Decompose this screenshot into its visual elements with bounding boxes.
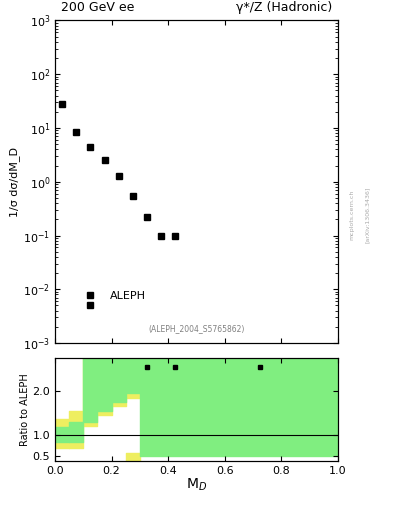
Legend: ALEPH: ALEPH: [75, 286, 151, 305]
Y-axis label: Ratio to ALEPH: Ratio to ALEPH: [20, 373, 29, 446]
Text: (ALEPH_2004_S5765862): (ALEPH_2004_S5765862): [148, 325, 245, 333]
Text: 200 GeV ee: 200 GeV ee: [61, 1, 134, 14]
Text: mcplots.cern.ch: mcplots.cern.ch: [349, 190, 354, 240]
Text: γ*/Z (Hadronic): γ*/Z (Hadronic): [236, 1, 332, 14]
Y-axis label: 1/σ dσ/dM_D: 1/σ dσ/dM_D: [9, 147, 20, 217]
X-axis label: M$_D$: M$_D$: [186, 477, 207, 494]
Text: [arXiv:1306.3436]: [arXiv:1306.3436]: [365, 187, 370, 243]
